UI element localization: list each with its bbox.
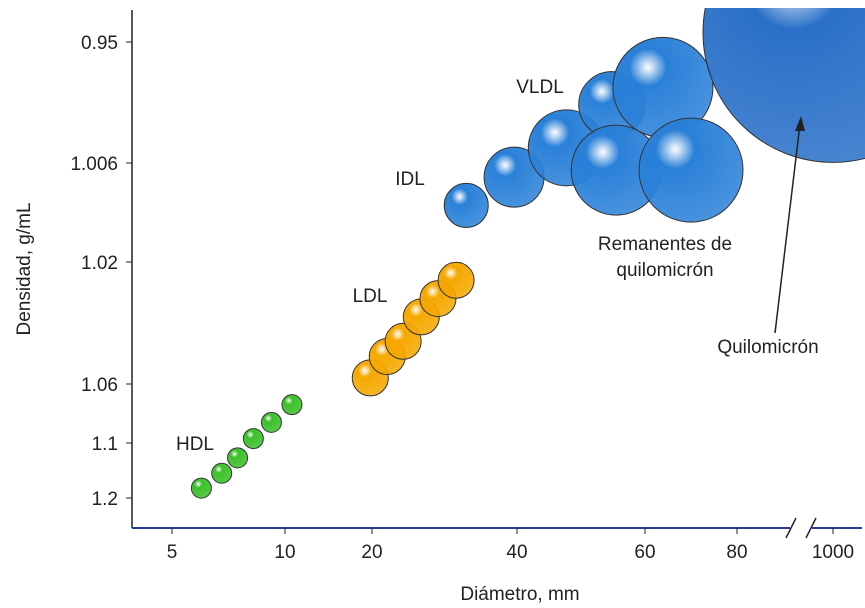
x-tick-label: 40 bbox=[506, 542, 527, 563]
page: Diámetro, mm Densidad, g/mL 0.95 1.006 1.0… bbox=[0, 0, 865, 608]
chart: Diámetro, mm Densidad, g/mL 0.95 1.006 1.0… bbox=[0, 0, 865, 608]
bubble bbox=[639, 118, 743, 222]
y-tick-label: 1.2 bbox=[92, 489, 118, 510]
x-tick-label: 1000 bbox=[812, 542, 854, 563]
bubble bbox=[438, 262, 474, 298]
x-tick-label: 10 bbox=[274, 542, 295, 563]
y-tick-label: 1.1 bbox=[92, 434, 118, 455]
series-label: HDL bbox=[165, 432, 225, 458]
bubble bbox=[228, 448, 248, 468]
x-axis-title: Diámetro, mm bbox=[460, 584, 579, 605]
y-tick-label: 1.02 bbox=[81, 253, 118, 274]
series-label: Quilomicrón bbox=[688, 335, 848, 361]
bubble bbox=[212, 463, 232, 483]
bubble bbox=[261, 412, 281, 432]
bubble bbox=[444, 183, 488, 227]
series-label: Remanentes de quilomicrón bbox=[565, 232, 765, 284]
y-tick-label: 1.06 bbox=[81, 375, 118, 396]
bubble bbox=[282, 395, 302, 415]
y-tick-label: 1.006 bbox=[70, 154, 118, 175]
x-tick-label: 80 bbox=[726, 542, 747, 563]
x-tick-label: 20 bbox=[361, 542, 382, 563]
series-label: LDL bbox=[330, 284, 410, 310]
bubble bbox=[191, 478, 211, 498]
x-tick-label: 60 bbox=[634, 542, 655, 563]
series-label: IDL bbox=[380, 167, 440, 193]
x-tick-label: 5 bbox=[167, 542, 178, 563]
bubble bbox=[243, 429, 263, 449]
y-axis-title: Densidad, g/mL bbox=[14, 202, 35, 335]
y-tick-label: 0.95 bbox=[81, 33, 118, 54]
arrow bbox=[775, 124, 800, 333]
series-label: VLDL bbox=[490, 75, 590, 101]
